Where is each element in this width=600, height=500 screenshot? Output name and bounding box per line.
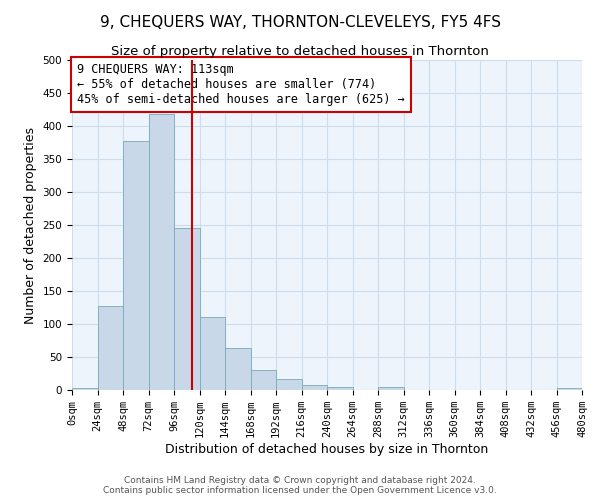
Bar: [557, 388, 582, 390]
Text: 9 CHEQUERS WAY: 113sqm
← 55% of detached houses are smaller (774)
45% of semi-de: 9 CHEQUERS WAY: 113sqm ← 55% of detached…: [77, 64, 405, 106]
Bar: [97, 306, 123, 390]
Bar: [327, 386, 353, 390]
Text: Size of property relative to detached houses in Thornton: Size of property relative to detached ho…: [111, 45, 489, 58]
Bar: [251, 370, 276, 390]
Bar: [149, 114, 174, 390]
Bar: [174, 228, 199, 390]
Bar: [302, 386, 327, 390]
Bar: [123, 140, 149, 390]
Text: 9, CHEQUERS WAY, THORNTON-CLEVELEYS, FY5 4FS: 9, CHEQUERS WAY, THORNTON-CLEVELEYS, FY5…: [100, 15, 500, 30]
Text: Contains HM Land Registry data © Crown copyright and database right 2024.
Contai: Contains HM Land Registry data © Crown c…: [103, 476, 497, 495]
Y-axis label: Number of detached properties: Number of detached properties: [24, 126, 37, 324]
Bar: [199, 318, 225, 390]
X-axis label: Distribution of detached houses by size in Thornton: Distribution of detached houses by size …: [166, 443, 488, 456]
Bar: [225, 348, 251, 390]
Bar: [72, 388, 97, 390]
Bar: [378, 386, 404, 390]
Bar: [276, 380, 302, 390]
